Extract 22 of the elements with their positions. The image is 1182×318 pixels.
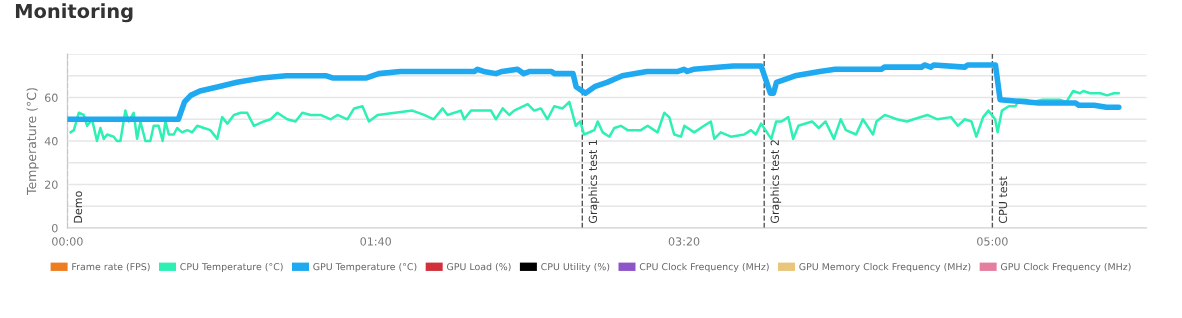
legend-label: GPU Clock Frequency (MHz)	[1000, 262, 1131, 273]
legend-label: GPU Temperature (°C)	[313, 262, 417, 273]
legend-label: CPU Temperature (°C)	[180, 262, 283, 273]
ref-line-label: Graphics test 2	[770, 140, 782, 224]
y-tick-label: 40	[44, 137, 58, 146]
x-tick-label: 00:00	[52, 237, 83, 246]
y-tick-label: 0	[52, 223, 58, 233]
x-tick-label: 03:20	[668, 237, 700, 246]
y-tick-label: 60	[44, 93, 58, 102]
legend-label: Frame rate (FPS)	[72, 262, 150, 272]
legend-label: GPU Load (%)	[447, 262, 511, 272]
y-axis-title: Temperature (°C)	[26, 88, 39, 196]
y-tick-label: 20	[45, 180, 58, 189]
chart-title: Monitoring	[15, 3, 133, 23]
x-tick-label: 05:00	[977, 237, 1008, 246]
legend-label: CPU Utility (%)	[541, 262, 610, 273]
x-tick-label: 01:40	[360, 237, 391, 246]
ref-line-label: Graphics test 1	[588, 140, 600, 224]
ref-line-label: Demo	[73, 191, 83, 223]
legend-label: CPU Clock Frequency (MHz)	[639, 262, 769, 273]
legend-label: GPU Memory Clock Frequency (MHz)	[799, 262, 971, 273]
ref-line-label: CPU test	[998, 176, 1008, 224]
